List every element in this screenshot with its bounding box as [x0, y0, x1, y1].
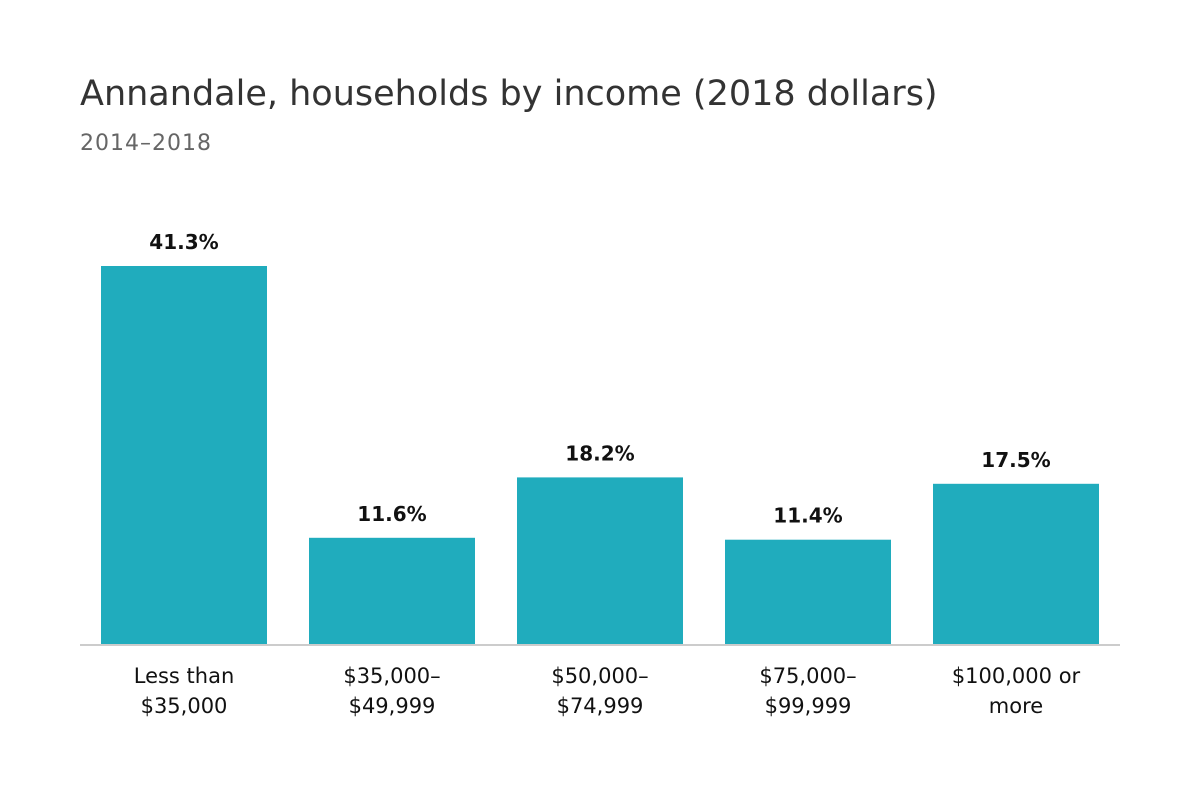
data-labels-group: 41.3% 11.6% 18.2% 11.4% 17.5% [149, 230, 1050, 528]
chart-subtitle: 2014–2018 [80, 131, 212, 156]
data-label-1: 41.3% [149, 230, 218, 254]
x-tick-labels-group: Less than $35,000$35,000– $49,999$50,000– $… [134, 664, 1081, 718]
x-tick-label-line: $50,000– [551, 664, 648, 688]
bar-2 [309, 537, 475, 644]
x-tick-label-2: $35,000– $49,999 [343, 664, 440, 718]
bar-5 [933, 483, 1099, 644]
x-tick-label-1: Less than $35,000 [134, 664, 235, 718]
x-tick-label-line: $100,000 or [952, 664, 1081, 688]
data-label-5: 17.5% [981, 448, 1050, 472]
data-label-2: 11.6% [357, 502, 426, 526]
bar-4 [725, 539, 891, 644]
data-label-4: 11.4% [773, 504, 842, 528]
x-tick-label-line: $35,000 [141, 694, 228, 718]
x-tick-label-line: $49,999 [349, 694, 436, 718]
data-label-3: 18.2% [565, 441, 634, 465]
x-tick-label-3: $50,000– $74,999 [551, 664, 648, 718]
x-tick-label-5: $100,000 or more [952, 664, 1081, 718]
bar-1 [101, 266, 267, 644]
x-tick-label-line: $35,000– [343, 664, 440, 688]
x-tick-label-line: Less than [134, 664, 235, 688]
x-tick-label-line: $99,999 [765, 694, 852, 718]
bar-3 [517, 477, 683, 644]
bars-group [101, 266, 1099, 644]
chart-title: Annandale, households by income (2018 do… [80, 74, 938, 114]
x-tick-label-4: $75,000– $99,999 [759, 664, 856, 718]
x-tick-label-line: $74,999 [557, 694, 644, 718]
x-tick-label-line: $75,000– [759, 664, 856, 688]
x-tick-label-line: more [989, 694, 1043, 718]
